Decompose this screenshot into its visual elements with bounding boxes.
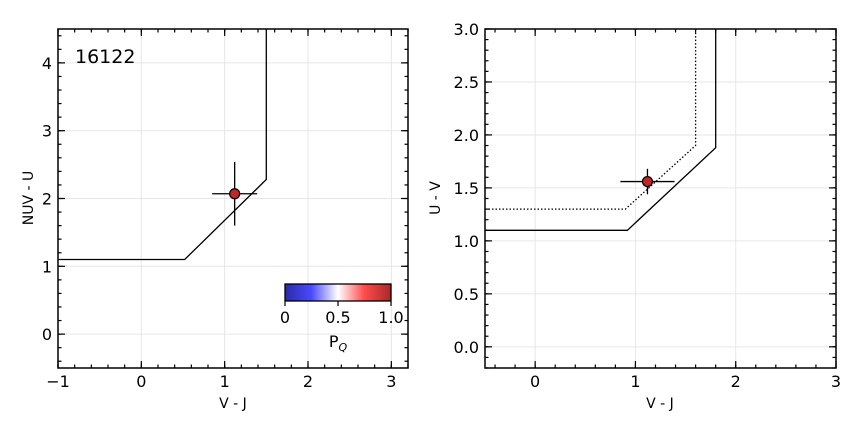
left-selection-boundary [58, 29, 267, 261]
data-point [641, 175, 654, 188]
left-points [212, 161, 258, 226]
y-tick-label: 3.0 [454, 20, 479, 39]
object-id-label: 16122 [75, 46, 135, 68]
x-tick-label: 2 [303, 372, 313, 391]
data-point [229, 188, 241, 200]
x-tick-label: 3 [386, 372, 396, 391]
y-tick-label: 0.0 [454, 338, 479, 357]
left-x-axis-label: V - J [219, 396, 247, 412]
right-points [620, 168, 675, 195]
right-y-axis-label: U - V [428, 181, 444, 215]
y-tick-label: 2.0 [454, 126, 479, 145]
colorbar-label: PQ [329, 332, 348, 354]
right-selection-boundary-dotted [485, 29, 697, 210]
colorbar-ticks: 0 0.5 1.0 [280, 301, 404, 327]
right-grid [485, 28, 837, 368]
right-selection-boundary [485, 29, 717, 231]
x-tick-label: 0 [530, 372, 540, 391]
y-tick-label: 1.5 [454, 179, 479, 198]
colorbar-tick-label: 0 [280, 308, 290, 327]
y-tick-label: 2 [42, 190, 52, 209]
y-tick-label: 1.0 [454, 232, 479, 251]
y-tick-label: 0.5 [454, 285, 479, 304]
y-tick-label: 1 [42, 257, 52, 276]
x-tick-label: −1 [46, 372, 70, 391]
x-tick-label: 1 [630, 372, 640, 391]
y-tick-label: 0 [42, 325, 52, 344]
y-tick-label: 4 [42, 54, 52, 73]
x-tick-label: 2 [731, 372, 741, 391]
colorbar-tick-label: 1.0 [378, 308, 403, 327]
right-ticks: 0 1 2 3 0.0 0.5 1.0 1.5 2.0 2.5 3.0 [454, 20, 842, 391]
left-grid [57, 29, 408, 368]
colorbar-tick-label: 0.5 [325, 308, 350, 327]
colorbar-gradient [284, 283, 392, 302]
right-x-axis-label: V - J [646, 396, 674, 412]
colorbar: 0 0.5 1.0 PQ [280, 283, 404, 354]
right-panel: 0 1 2 3 0.0 0.5 1.0 1.5 2.0 2.5 3.0 V - J U - V [428, 20, 841, 412]
left-panel: −1 0 1 2 3 0 1 2 3 4 16122 V - J NUV - U 0 0.5 1.0 … [21, 28, 409, 412]
y-tick-label: 3 [42, 122, 52, 141]
y-tick-label: 2.5 [454, 73, 479, 92]
x-tick-label: 0 [136, 372, 146, 391]
x-tick-label: 1 [220, 372, 230, 391]
left-y-axis-label: NUV - U [21, 171, 37, 226]
left-ticks: −1 0 1 2 3 0 1 2 3 4 [42, 29, 409, 391]
x-tick-label: 3 [831, 372, 841, 391]
